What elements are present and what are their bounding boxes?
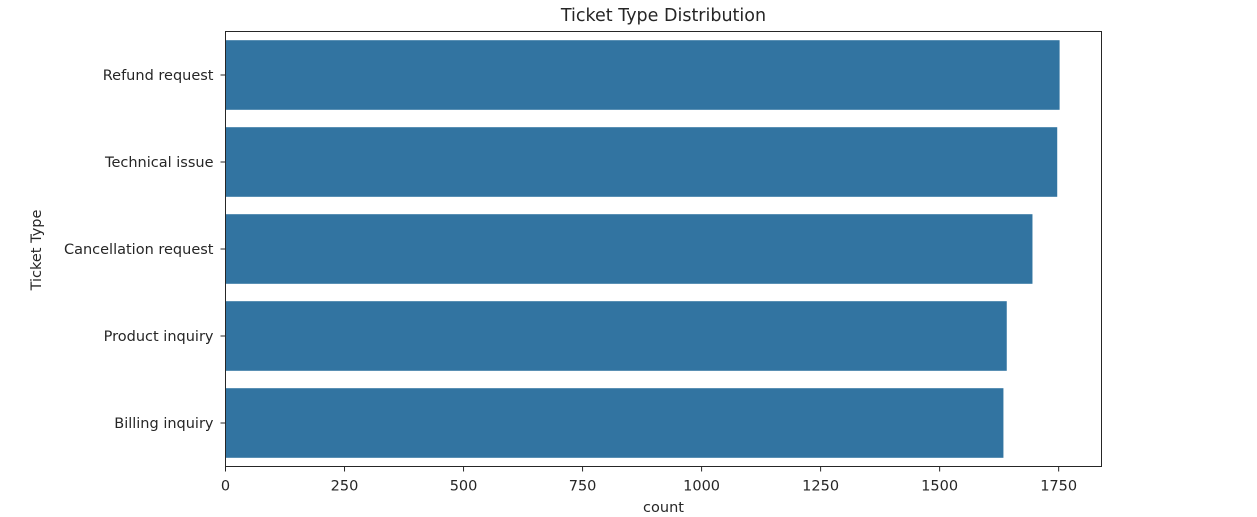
y-axis-label: Ticket Type	[29, 210, 45, 292]
x-tick-label: 750	[569, 479, 597, 495]
plot-frame	[225, 31, 1102, 467]
bar-product-inquiry	[225, 301, 1007, 371]
x-tick-label: 0	[221, 479, 230, 495]
y-tick-label: Product inquiry	[104, 329, 214, 345]
bar-billing-inquiry	[225, 388, 1004, 458]
x-axis-ticks: 0 250 500 750 1000 1250 1500 1750	[221, 466, 1077, 495]
bar-cancellation-request	[225, 214, 1033, 284]
y-tick-label: Cancellation request	[64, 242, 214, 258]
x-tick-label: 1750	[1040, 479, 1077, 495]
y-tick-label: Refund request	[103, 68, 214, 84]
bar-refund-request	[225, 40, 1060, 110]
chart-title: Ticket Type Distribution	[560, 6, 766, 26]
y-tick-label: Technical issue	[104, 155, 214, 171]
x-tick-label: 1500	[921, 479, 958, 495]
x-tick-label: 1250	[802, 479, 839, 495]
y-axis-ticks: Refund request Technical issue Cancellatio…	[64, 68, 226, 432]
x-tick-label: 250	[331, 479, 359, 495]
x-axis-label: count	[643, 500, 684, 516]
y-tick-label: Billing inquiry	[114, 416, 214, 432]
x-tick-label: 500	[450, 479, 478, 495]
bar-technical-issue	[225, 127, 1058, 197]
bars-group	[225, 40, 1060, 458]
x-tick-label: 1000	[683, 479, 720, 495]
